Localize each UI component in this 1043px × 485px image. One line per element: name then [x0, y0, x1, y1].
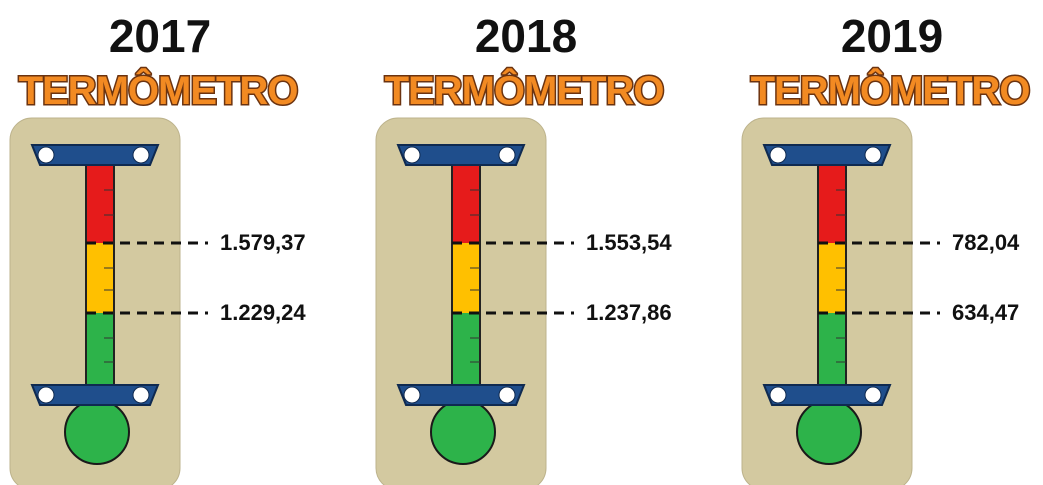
cap-bolt [38, 147, 54, 163]
tube-green [86, 313, 114, 390]
infographic: 2017 TERMÔMETRO 1.579,37 1.229,24 2018 TERMÔM… [0, 0, 1043, 485]
tube-red [452, 165, 480, 243]
threshold-value: 1.553,54 [586, 230, 672, 255]
thermometer-panel: 2018 TERMÔMETRO 1.553,54 1.237,86 [376, 10, 672, 485]
threshold-value: 1.579,37 [220, 230, 306, 255]
bulb [65, 400, 129, 464]
bulb [797, 400, 861, 464]
tube-yellow [818, 243, 846, 313]
tube-yellow [86, 243, 114, 313]
tube-green [818, 313, 846, 390]
cap-bolt [865, 147, 881, 163]
threshold-value: 782,04 [952, 230, 1020, 255]
cap-bolt [133, 387, 149, 403]
cap-bolt [865, 387, 881, 403]
cap-bolt [133, 147, 149, 163]
cap-bolt [499, 147, 515, 163]
tube-red [86, 165, 114, 243]
cap-bolt [770, 387, 786, 403]
cap-bolt [38, 387, 54, 403]
panel-title: TERMÔMETRO [751, 67, 1030, 113]
cap-bolt [770, 147, 786, 163]
thermometer-panel: 2017 TERMÔMETRO 1.579,37 1.229,24 [10, 10, 306, 485]
cap-bolt [499, 387, 515, 403]
tube-green [452, 313, 480, 390]
threshold-value: 634,47 [952, 300, 1019, 325]
tube-yellow [452, 243, 480, 313]
panel-title: TERMÔMETRO [19, 67, 298, 113]
tube-red [818, 165, 846, 243]
bulb [431, 400, 495, 464]
cap-bolt [404, 387, 420, 403]
year: 2017 [109, 10, 211, 62]
cap-bolt [404, 147, 420, 163]
year: 2018 [475, 10, 577, 62]
threshold-value: 1.237,86 [586, 300, 672, 325]
panel-title: TERMÔMETRO [385, 67, 664, 113]
thermometer-panel: 2019 TERMÔMETRO 782,04 634,47 [742, 10, 1029, 485]
threshold-value: 1.229,24 [220, 300, 306, 325]
year: 2019 [841, 10, 943, 62]
